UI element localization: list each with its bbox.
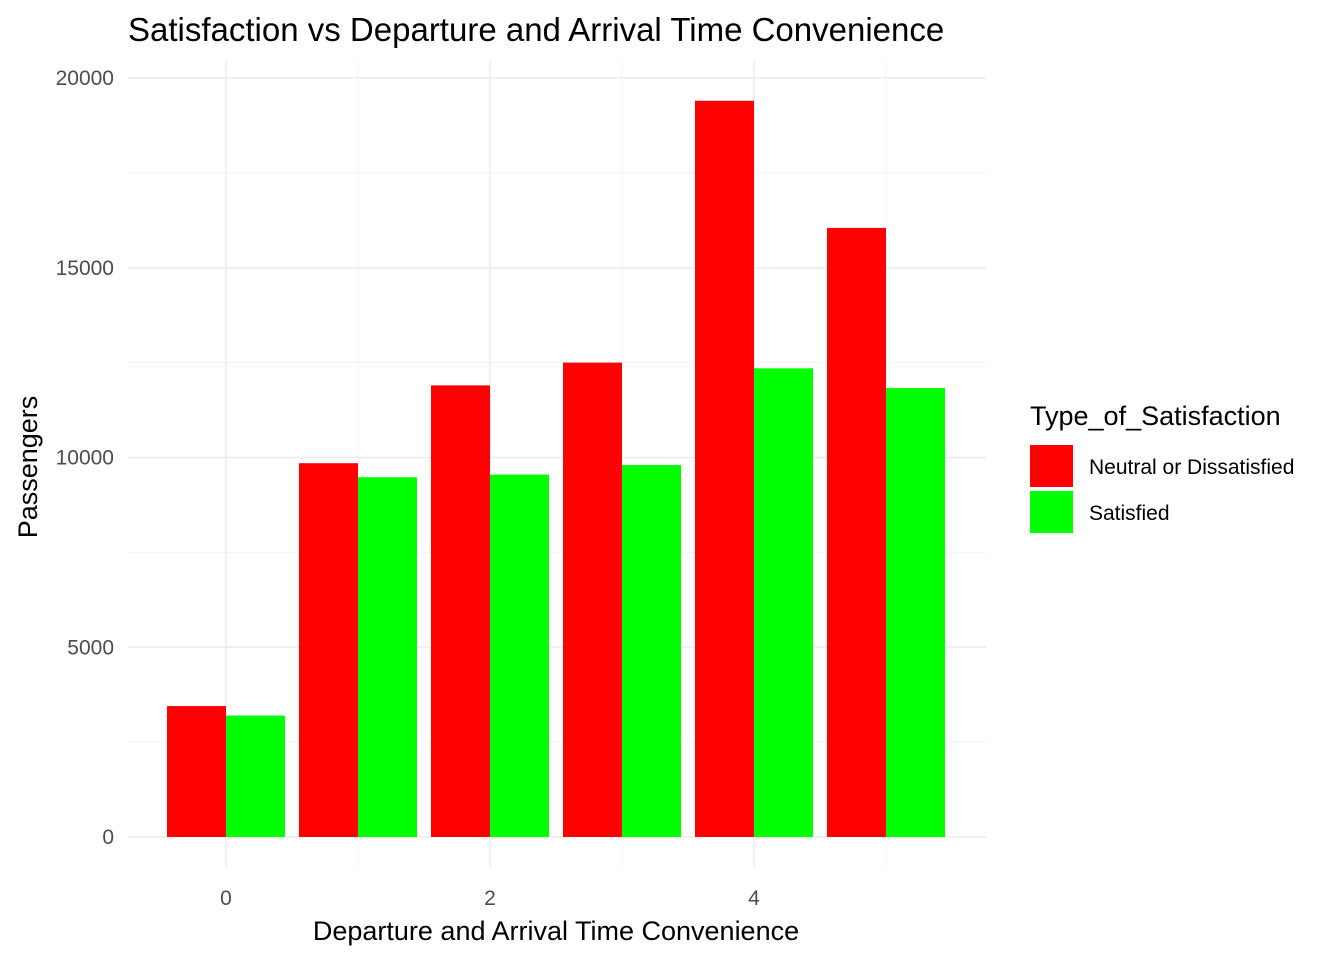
bar-satisfied bbox=[754, 368, 813, 837]
x-tick-label: 0 bbox=[220, 887, 232, 910]
tick-labels: 0 5000 10000 15000 20000 0 2 4 bbox=[56, 67, 761, 910]
y-tick-label: 10000 bbox=[56, 447, 114, 470]
x-tick-label: 4 bbox=[748, 887, 760, 910]
x-axis-title: Departure and Arrival Time Convenience bbox=[313, 916, 799, 946]
y-tick-label: 15000 bbox=[56, 257, 114, 280]
bar-satisfied bbox=[490, 474, 549, 837]
legend-label: Satisfied bbox=[1089, 502, 1170, 525]
bar-neutral-or-dissatisfied bbox=[167, 706, 226, 837]
bar-satisfied bbox=[622, 465, 681, 837]
y-tick-label: 5000 bbox=[67, 636, 114, 659]
legend-swatch bbox=[1030, 445, 1073, 487]
bar-satisfied bbox=[886, 388, 945, 837]
bar-neutral-or-dissatisfied bbox=[299, 463, 358, 837]
legend-title: Type_of_Satisfaction bbox=[1030, 401, 1281, 431]
x-tick-label: 2 bbox=[484, 887, 496, 910]
bar-satisfied bbox=[358, 477, 417, 837]
legend-label: Neutral or Dissatisfied bbox=[1089, 456, 1294, 479]
bar-neutral-or-dissatisfied bbox=[431, 385, 490, 837]
bar-neutral-or-dissatisfied bbox=[695, 100, 754, 837]
y-tick-label: 0 bbox=[102, 826, 114, 849]
legend: Type_of_Satisfaction Neutral or Dissatis… bbox=[1030, 401, 1294, 533]
legend-items: Neutral or Dissatisfied Satisfied bbox=[1030, 445, 1294, 533]
bars bbox=[167, 100, 945, 838]
chart-title: Satisfaction vs Departure and Arrival Ti… bbox=[128, 11, 944, 48]
legend-swatch bbox=[1030, 491, 1073, 533]
y-axis-title: Passengers bbox=[13, 396, 43, 539]
bar-satisfied bbox=[226, 715, 285, 837]
bar-neutral-or-dissatisfied bbox=[563, 362, 622, 837]
bar-neutral-or-dissatisfied bbox=[827, 227, 886, 838]
y-tick-label: 20000 bbox=[56, 67, 114, 90]
